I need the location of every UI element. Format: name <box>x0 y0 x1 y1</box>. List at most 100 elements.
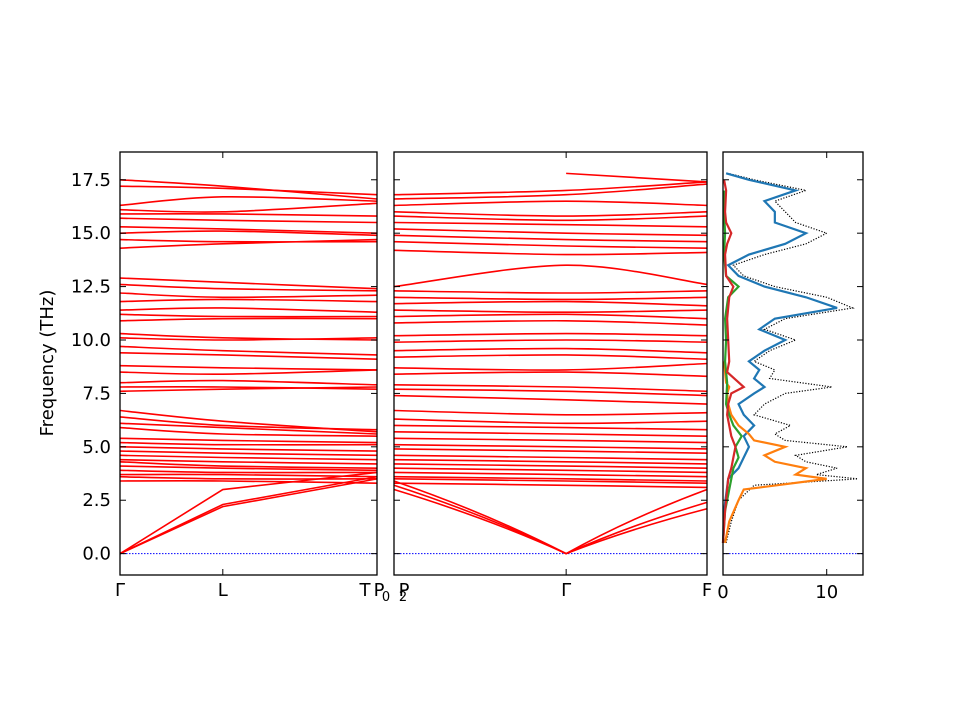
optical-band-18 <box>393 339 708 343</box>
optical-band-4 <box>119 212 378 217</box>
y-tick-label: 12.5 <box>71 277 111 298</box>
band-panel-segment-1 <box>119 151 378 576</box>
optical-band-30 <box>393 437 708 444</box>
optical-band-1 <box>119 185 378 196</box>
optical-band-18 <box>119 337 378 341</box>
optical-band-40 <box>393 482 708 489</box>
optical-band-19 <box>119 345 378 356</box>
dos-x-tick-label: 10 <box>815 582 838 603</box>
optical-band-35 <box>393 463 708 469</box>
optical-band-2 <box>119 195 378 207</box>
optical-band-12 <box>119 292 378 299</box>
optical-band-32 <box>393 448 708 455</box>
optical-band-34 <box>393 458 708 465</box>
dos-series-4 <box>721 179 746 544</box>
optical-band-17 <box>393 332 708 337</box>
optical-band-34 <box>119 454 378 461</box>
y-tick-label: 7.5 <box>82 383 111 404</box>
dos-x-tick-label: 0 <box>717 582 728 603</box>
x-tick-subscript: 0 <box>382 590 390 605</box>
x-tick-label: Γ <box>115 580 125 601</box>
optical-band-8 <box>393 240 708 249</box>
y-axis-label: Frequency (THz) <box>37 290 58 437</box>
optical-band-10 <box>393 264 708 288</box>
optical-band-7 <box>119 230 378 237</box>
optical-band-13 <box>119 298 378 303</box>
optical-band-11 <box>119 283 378 292</box>
optical-band-23 <box>119 379 378 386</box>
acoustic-band-2 <box>119 471 378 555</box>
optical-band-16 <box>393 319 708 326</box>
optical-band-5 <box>119 217 378 224</box>
x-tick-subscript: 2 <box>399 590 407 605</box>
optical-band-11 <box>393 290 708 294</box>
optical-band-6 <box>119 225 378 234</box>
optical-band-2 <box>393 200 708 207</box>
optical-band-27 <box>393 418 708 425</box>
optical-band-0 <box>119 178 378 200</box>
optical-band-27 <box>119 416 378 431</box>
optical-band-29 <box>119 426 378 437</box>
optical-band-17 <box>119 332 378 341</box>
x-tick-label: F <box>702 580 712 601</box>
optical-band-5 <box>393 221 708 228</box>
optical-band-22 <box>393 371 708 378</box>
optical-band-37 <box>119 465 378 472</box>
x-tick-label: P <box>399 580 410 601</box>
optical-band-20 <box>119 352 378 361</box>
optical-band-8 <box>119 238 378 243</box>
y-tick-label: 17.5 <box>71 170 111 191</box>
optical-band-38 <box>393 475 708 482</box>
x-tick-label: P <box>374 580 385 601</box>
optical-band-3 <box>119 202 378 213</box>
optical-band-21 <box>393 362 708 371</box>
optical-band-28 <box>119 422 378 435</box>
dos-series-1 <box>721 172 838 543</box>
dos-series-0 <box>725 172 858 544</box>
optical-band-9 <box>119 238 378 249</box>
acoustic-band-1 <box>119 475 378 555</box>
optical-band-40 <box>119 475 378 480</box>
optical-band-15 <box>119 313 378 318</box>
band-panel-1-frame <box>119 151 378 576</box>
optical-band-30 <box>119 437 378 444</box>
dos-panel <box>721 151 864 576</box>
x-tick-label: T <box>359 580 372 601</box>
optical-band-14 <box>119 307 378 314</box>
y-tick-label: 10.0 <box>71 330 111 351</box>
optical-band-31 <box>393 443 708 450</box>
optical-band-25 <box>119 386 378 393</box>
optical-band-33 <box>393 454 708 461</box>
optical-band-16 <box>119 317 378 322</box>
optical-band-26 <box>393 409 708 416</box>
optical-band-28 <box>393 424 708 431</box>
acoustic-band-2 <box>393 488 708 555</box>
optical-band-35 <box>119 458 378 465</box>
band-panel-segment-2 <box>393 151 708 576</box>
optical-band-37 <box>393 471 708 478</box>
optical-band-38 <box>119 469 378 474</box>
optical-band-22 <box>119 369 378 376</box>
optical-band-36 <box>393 467 708 474</box>
optical-band-9 <box>393 249 708 256</box>
optical-band-36 <box>119 460 378 469</box>
x-tick-label: L <box>218 580 228 601</box>
x-tick-label: Γ <box>561 580 571 601</box>
optical-band-top-stub <box>566 172 708 183</box>
optical-band-13 <box>393 300 708 307</box>
optical-band-20 <box>393 354 708 361</box>
optical-band-19 <box>393 347 708 354</box>
optical-band-29 <box>393 431 708 437</box>
y-tick-labels: 0.0 2.5 5.0 7.5 10.0 12.5 15.0 17.5 <box>71 170 111 565</box>
optical-band-25 <box>393 394 708 405</box>
band-panel-2-frame <box>393 151 708 576</box>
optical-band-33 <box>119 450 378 457</box>
optical-band-14 <box>393 309 708 314</box>
optical-band-24 <box>393 388 708 397</box>
y-tick-label: 0.0 <box>82 544 111 565</box>
optical-band-3 <box>393 211 708 217</box>
optical-band-31 <box>119 441 378 446</box>
optical-band-0 <box>393 181 708 196</box>
